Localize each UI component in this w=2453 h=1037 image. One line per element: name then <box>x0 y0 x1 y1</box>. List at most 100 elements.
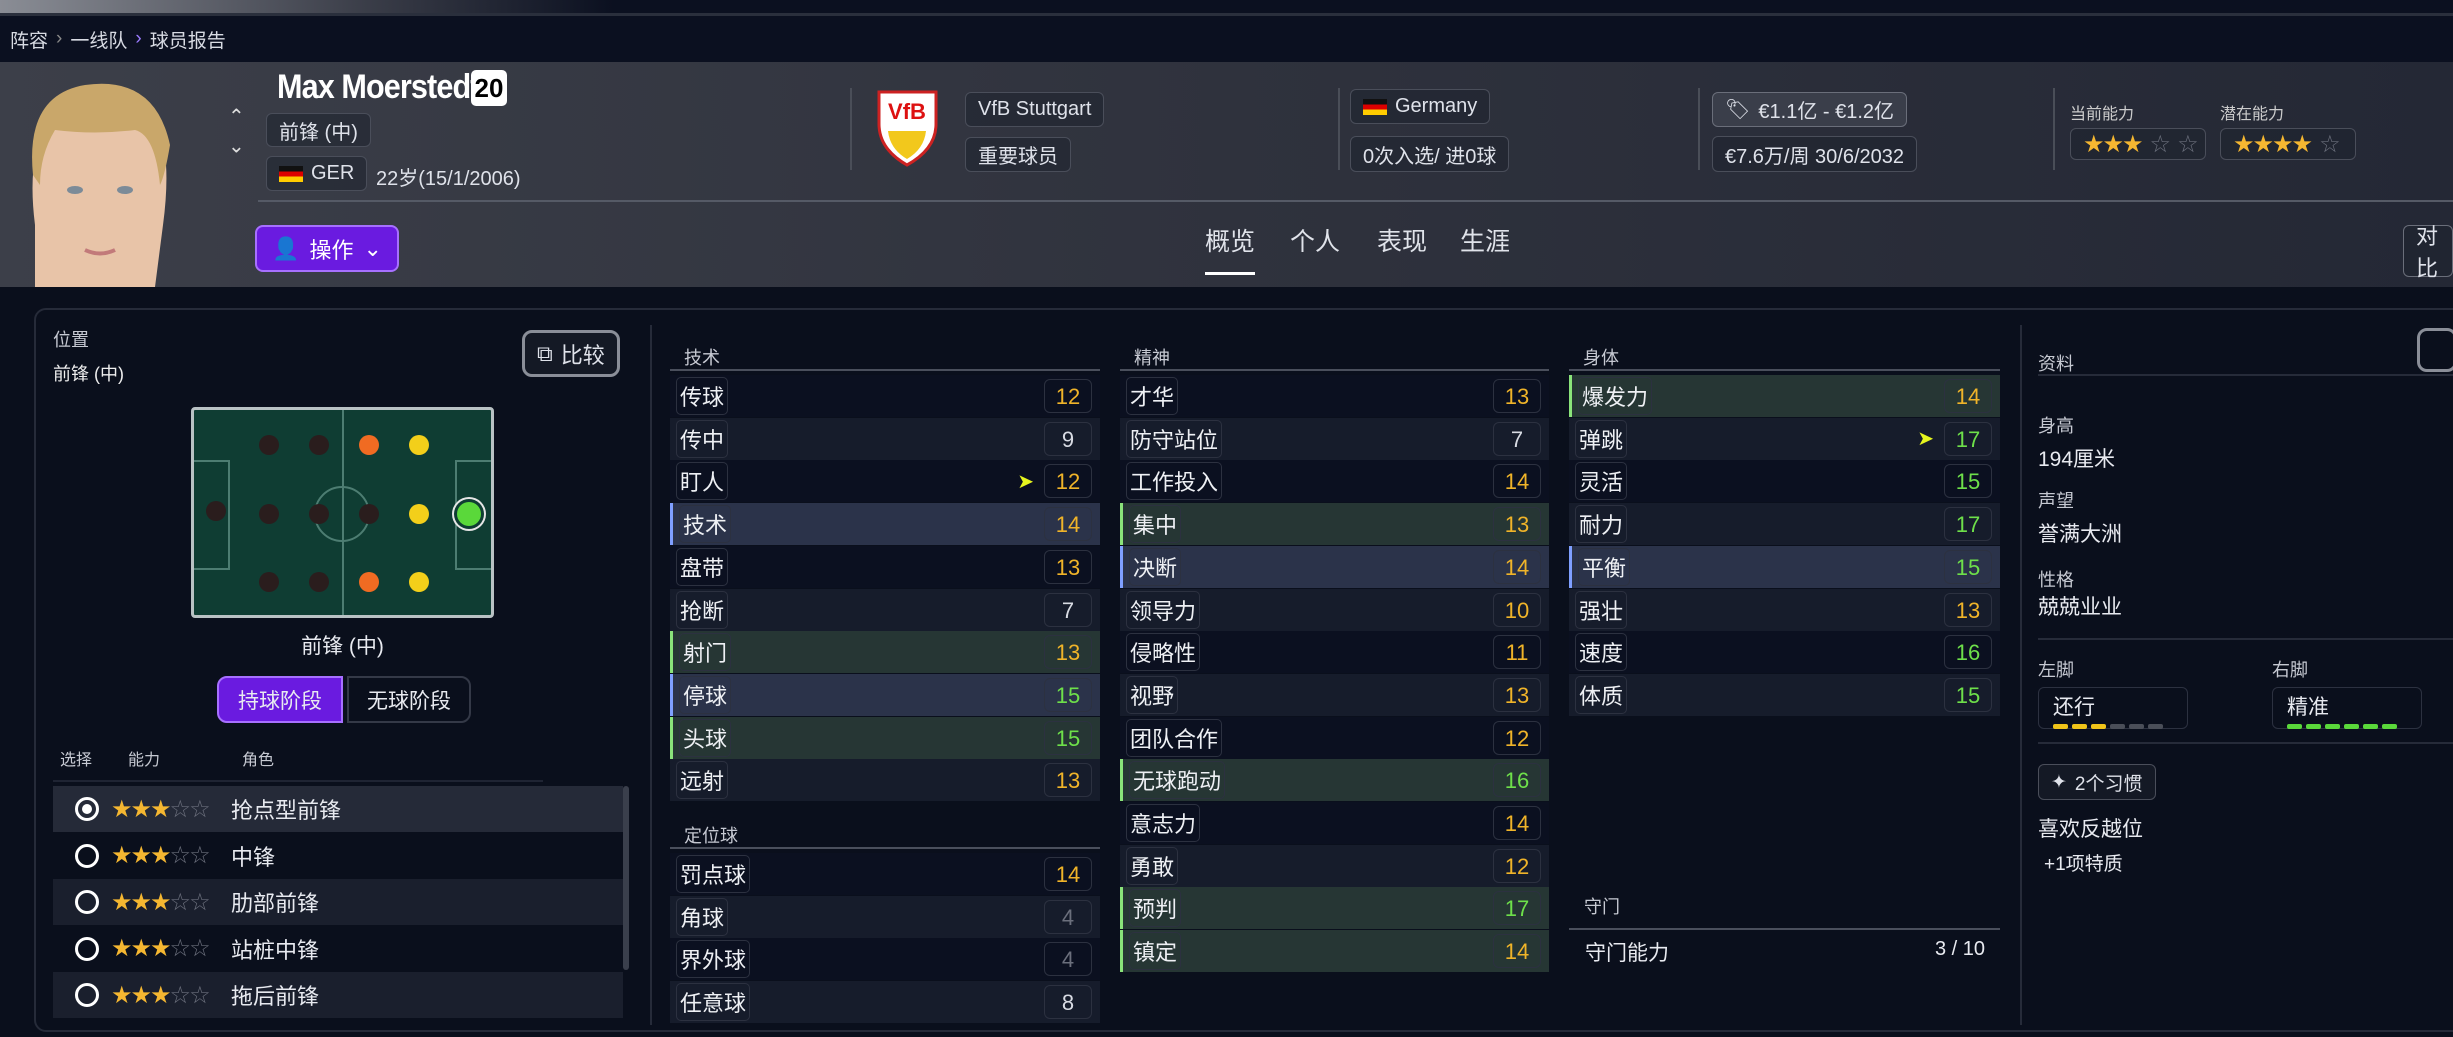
left-foot-value: 还行 <box>2053 696 2095 719</box>
role-radio[interactable] <box>75 890 99 914</box>
attribute-row[interactable]: 罚点球 14 <box>670 853 1100 895</box>
previous-player-icon[interactable]: ⌃ <box>228 106 245 128</box>
role-row[interactable]: ★★★☆☆ 拖后前锋 <box>53 972 623 1018</box>
attribute-value: 7 <box>1044 592 1092 627</box>
compare-right-button[interactable]: 对比 <box>2403 224 2453 281</box>
role-row[interactable]: ★★★☆☆ 肋部前锋 <box>53 879 623 925</box>
club-pill[interactable]: VfB Stuttgart <box>965 92 1105 127</box>
foot-bar <box>2129 724 2144 729</box>
attribute-row[interactable]: 意志力 14 <box>1120 802 1549 844</box>
tab-career[interactable]: 生涯 <box>1460 228 1511 256</box>
attribute-row[interactable]: 工作投入 14 <box>1120 460 1549 503</box>
attribute-row[interactable]: 界外球 4 <box>670 938 1100 981</box>
role-radio[interactable] <box>75 843 99 868</box>
attribute-row[interactable]: 停球 15 <box>670 673 1100 716</box>
attribute-row[interactable]: 镇定 14 <box>1120 930 1549 973</box>
attribute-row[interactable]: 任意球 8 <box>670 981 1100 1024</box>
attribute-row[interactable]: 决断 14 <box>1120 545 1549 588</box>
pitch-dot <box>409 572 429 592</box>
habits-pill[interactable]: ✦ 2个习惯 <box>2038 764 2156 800</box>
role-stars: ★★★☆☆ <box>111 888 211 916</box>
role-radio[interactable] <box>75 936 99 961</box>
value-pill[interactable]: 🏷 €1.1亿 - €1.2亿 <box>1712 92 1908 127</box>
attribute-row[interactable]: 预判 17 <box>1120 887 1549 930</box>
role-row[interactable]: ★★★☆☆ 中锋 <box>53 833 623 879</box>
foot-bar <box>2344 724 2359 729</box>
attribute-row[interactable]: 强壮 13 <box>1569 588 2000 631</box>
attribute-row[interactable]: 勇敢 12 <box>1120 844 1549 887</box>
pitch-dot <box>259 435 279 455</box>
attribute-row[interactable]: 视野 13 <box>1120 673 1549 716</box>
attribute-value: 4 <box>1044 942 1092 977</box>
nationality-pill[interactable]: GER <box>266 156 368 191</box>
more-traits-link[interactable]: +1项特质 <box>2044 854 2123 875</box>
attribute-row[interactable]: 领导力 10 <box>1120 588 1549 631</box>
foot-bar <box>2363 724 2378 729</box>
role-row[interactable]: ★★★☆☆ 抢点型前锋 <box>53 786 623 832</box>
attribute-row[interactable]: 平衡 15 <box>1569 545 2000 588</box>
chevron-right-icon: › <box>135 28 142 49</box>
attribute-row[interactable]: 侵略性 11 <box>1120 631 1549 674</box>
role-name: 肋部前锋 <box>231 891 320 916</box>
header-ability: 能力 <box>128 752 161 769</box>
attribute-row[interactable]: 团队合作 12 <box>1120 716 1549 759</box>
attribute-row[interactable]: 传中 9 <box>670 417 1100 460</box>
breadcrumb-squad[interactable]: 阵容 <box>10 30 49 52</box>
attribute-value: 15 <box>1044 677 1092 712</box>
player-name: Max Moerstedt <box>277 68 480 106</box>
selected-position-dot[interactable] <box>457 502 481 526</box>
right-foot-value: 精准 <box>2287 696 2329 719</box>
attribute-row[interactable]: 抢断 7 <box>670 588 1100 631</box>
profile-icon-button[interactable] <box>2417 328 2453 372</box>
attribute-row[interactable]: 速度 16 <box>1569 631 2000 674</box>
attribute-name: 界外球 <box>676 940 751 979</box>
compare-button[interactable]: ⧉ 比较 <box>522 330 620 377</box>
personality-value: 兢兢业业 <box>2038 596 2122 619</box>
out-of-possession-tab[interactable]: 无球阶段 <box>347 676 471 723</box>
attribute-row[interactable]: 射门 13 <box>670 631 1100 674</box>
attribute-value: 15 <box>1944 549 1992 584</box>
attribute-row[interactable]: 无球跑动 16 <box>1120 759 1549 802</box>
roles-scrollbar[interactable] <box>623 786 629 970</box>
attribute-row[interactable]: 体质 15 <box>1569 673 2000 716</box>
attribute-name: 盘带 <box>676 547 729 586</box>
attribute-row[interactable]: 技术 14 <box>670 503 1100 546</box>
attribute-value: 14 <box>1044 857 1092 891</box>
attribute-value: 13 <box>1493 677 1541 712</box>
attribute-row[interactable]: 远射 13 <box>670 759 1100 802</box>
role-row[interactable]: ★★★☆☆ 站桩中锋 <box>53 926 623 972</box>
attribute-row[interactable]: 爆发力 14 <box>1569 375 2000 417</box>
caps-goals-pill: 0次入选/ 进0球 <box>1350 136 1510 172</box>
role-radio[interactable] <box>75 797 99 821</box>
actions-button[interactable]: 👤 操作 ⌄ <box>255 225 399 272</box>
attribute-row[interactable]: 盯人 ➤ 12 <box>670 460 1100 503</box>
attribute-row[interactable]: 角球 4 <box>670 895 1100 938</box>
attribute-row[interactable]: 头球 15 <box>670 716 1100 759</box>
role-stars: ★★★☆☆ <box>111 981 211 1009</box>
attribute-name: 盯人 <box>676 462 729 501</box>
foot-bar <box>2382 724 2397 729</box>
attribute-row[interactable]: 灵活 15 <box>1569 460 2000 503</box>
role-radio[interactable] <box>75 983 99 1007</box>
attribute-row[interactable]: 防守站位 7 <box>1120 417 1549 460</box>
attribute-row[interactable]: 弹跳 ➤ 17 <box>1569 417 2000 460</box>
attribute-row[interactable]: 才华 13 <box>1120 375 1549 417</box>
attribute-row[interactable]: 盘带 13 <box>670 545 1100 588</box>
tab-performance[interactable]: 表现 <box>1377 228 1428 256</box>
next-player-icon[interactable]: ⌃ <box>228 133 245 155</box>
goalkeeping-label: 守门能力 <box>1585 942 1669 965</box>
in-possession-tab[interactable]: 持球阶段 <box>217 676 343 723</box>
tab-personal[interactable]: 个人 <box>1290 228 1341 256</box>
breadcrumb-first-team[interactable]: 一线队 <box>70 30 128 52</box>
current-ability-stars: ★★★ ☆ ☆ <box>2070 128 2206 160</box>
attribute-value: 14 <box>1944 379 1992 413</box>
nation-pill[interactable]: Germany <box>1350 89 1491 124</box>
attribute-row[interactable]: 耐力 17 <box>1569 503 2000 546</box>
reputation-label: 声望 <box>2038 491 2074 511</box>
attribute-row[interactable]: 传球 12 <box>670 375 1100 417</box>
tab-overview[interactable]: 概览 <box>1205 222 1256 275</box>
position-text: 前锋 (中) <box>279 121 358 144</box>
transfer-value: €1.1亿 - €1.2亿 <box>1758 101 1895 123</box>
attribute-name: 角球 <box>676 897 729 936</box>
attribute-row[interactable]: 集中 13 <box>1120 503 1549 546</box>
